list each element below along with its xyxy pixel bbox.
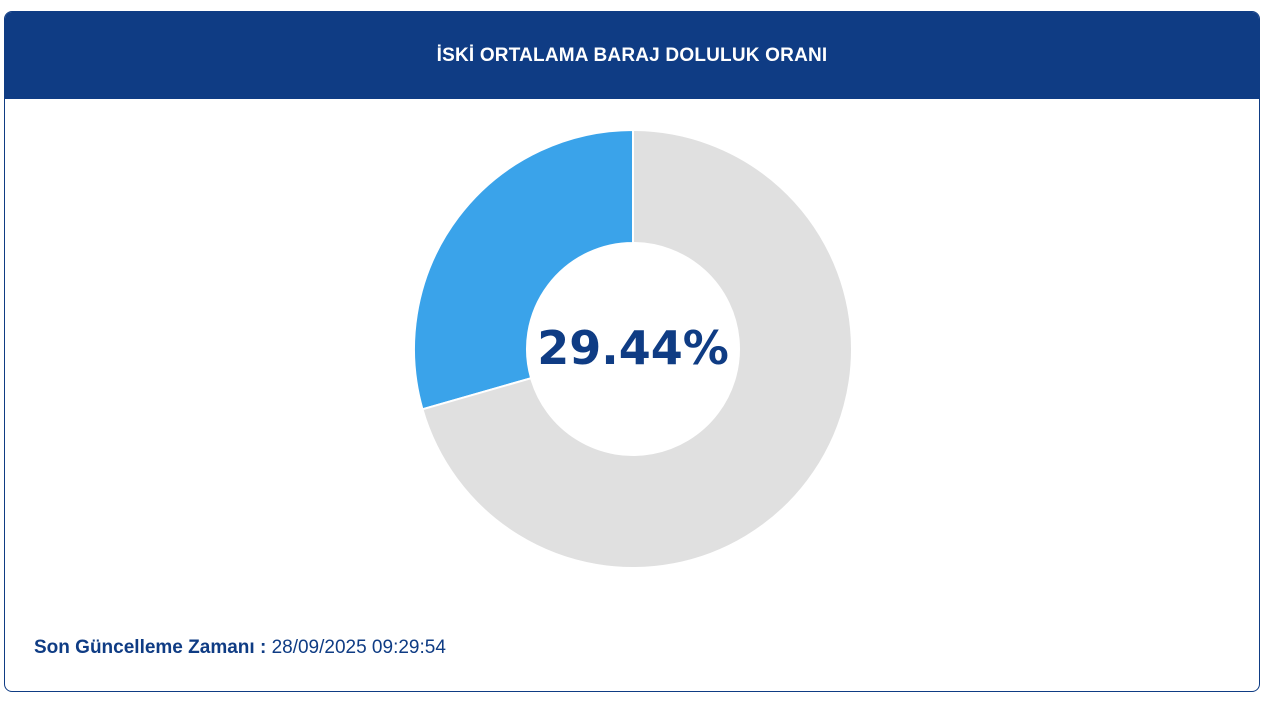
- donut-chart-area: 29.44%: [5, 99, 1259, 599]
- last-update-label: Son Güncelleme Zamanı :: [34, 637, 267, 658]
- dam-occupancy-card: İSKİ ORTALAMA BARAJ DOLULUK ORANI 29.44%…: [4, 11, 1260, 692]
- card-header: İSKİ ORTALAMA BARAJ DOLULUK ORANI: [5, 12, 1259, 99]
- donut-slice-filled[interactable]: [413, 128, 634, 411]
- last-update: Son Güncelleme Zamanı : 28/09/2025 09:29…: [34, 637, 446, 659]
- card-title: İSKİ ORTALAMA BARAJ DOLULUK ORANI: [436, 44, 828, 66]
- center-percentage: 29.44%: [537, 321, 729, 375]
- donut-chart: 29.44%: [413, 128, 853, 569]
- slices-layer: [413, 128, 853, 569]
- last-update-value: 28/09/2025 09:29:54: [271, 637, 446, 658]
- donut-slice-empty[interactable]: [421, 128, 853, 569]
